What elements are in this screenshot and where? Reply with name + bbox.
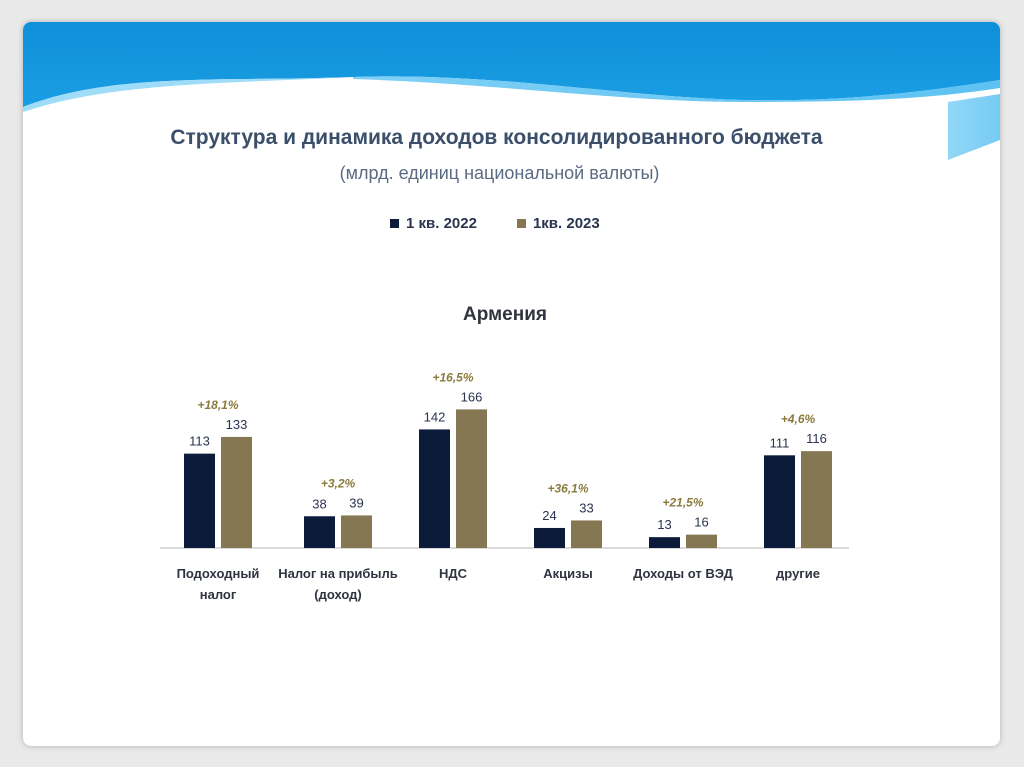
category-label-5-0: другие <box>776 566 820 581</box>
category-label-3-0: Акцизы <box>543 566 592 581</box>
data-label-2022-2: 142 <box>424 409 446 424</box>
legend-item-2022: 1 кв. 2022 <box>390 215 477 232</box>
growth-label-5: +4,6% <box>781 412 816 426</box>
growth-label-0: +18,1% <box>197 398 238 412</box>
bar-2022-1 <box>304 516 335 548</box>
bar-2023-5 <box>801 451 832 548</box>
legend-label-2022: 1 кв. 2022 <box>406 215 477 232</box>
growth-label-1: +3,2% <box>321 476 356 490</box>
category-label-0-0: Подоходный <box>177 566 260 581</box>
growth-label-2: +16,5% <box>432 370 473 384</box>
bar-2023-3 <box>571 520 602 548</box>
legend-item-2023: 1кв. 2023 <box>516 215 600 232</box>
legend-swatch-2023 <box>516 219 526 228</box>
bar-2023-1 <box>341 515 372 548</box>
legend-label-2023: 1кв. 2023 <box>532 215 600 232</box>
legend-swatch-2022 <box>390 219 399 228</box>
bar-2022-5 <box>764 455 795 548</box>
category-label-4-0: Доходы от ВЭД <box>633 566 734 581</box>
chart-title: Армения <box>463 304 547 325</box>
category-label-0-1: налог <box>200 587 237 602</box>
data-label-2022-1: 38 <box>312 496 326 511</box>
data-label-2023-3: 33 <box>579 500 593 515</box>
data-label-2023-0: 133 <box>226 417 248 432</box>
bar-chart: Армения 113 133 +18,1% Подоходный налог 38 39 +3… <box>160 304 849 602</box>
growth-label-4: +21,5% <box>662 496 703 510</box>
header-wave-decoration <box>23 22 1000 160</box>
bar-2022-0 <box>184 453 215 548</box>
category-label-1-0: Налог на прибыль <box>278 566 398 581</box>
data-label-2023-1: 39 <box>349 495 363 510</box>
category-label-1-1: (доход) <box>314 587 361 602</box>
bar-2023-2 <box>456 409 487 548</box>
data-label-2022-3: 24 <box>542 508 556 523</box>
data-label-2022-5: 111 <box>770 435 790 450</box>
bar-2023-4 <box>686 534 717 548</box>
data-label-2022-4: 13 <box>657 517 671 532</box>
chart-legend: 1 кв. 2022 1кв. 2023 <box>390 215 600 232</box>
bar-2022-2 <box>419 429 450 548</box>
growth-label-3: +36,1% <box>547 481 588 495</box>
category-label-2-0: НДС <box>439 566 468 581</box>
data-label-2023-5: 116 <box>806 431 827 446</box>
data-label-2023-2: 166 <box>461 389 483 404</box>
bar-2022-4 <box>649 537 680 548</box>
data-label-2023-4: 16 <box>694 515 708 530</box>
slide-title: Структура и динамика доходов консолидиро… <box>170 126 823 149</box>
slide: Структура и динамика доходов консолидиро… <box>23 22 1000 746</box>
data-label-2022-0: 113 <box>189 434 210 449</box>
bar-2023-0 <box>221 436 252 548</box>
slide-subtitle: (млрд. единиц национальной валюты) <box>339 163 660 183</box>
bar-2022-3 <box>534 527 565 548</box>
